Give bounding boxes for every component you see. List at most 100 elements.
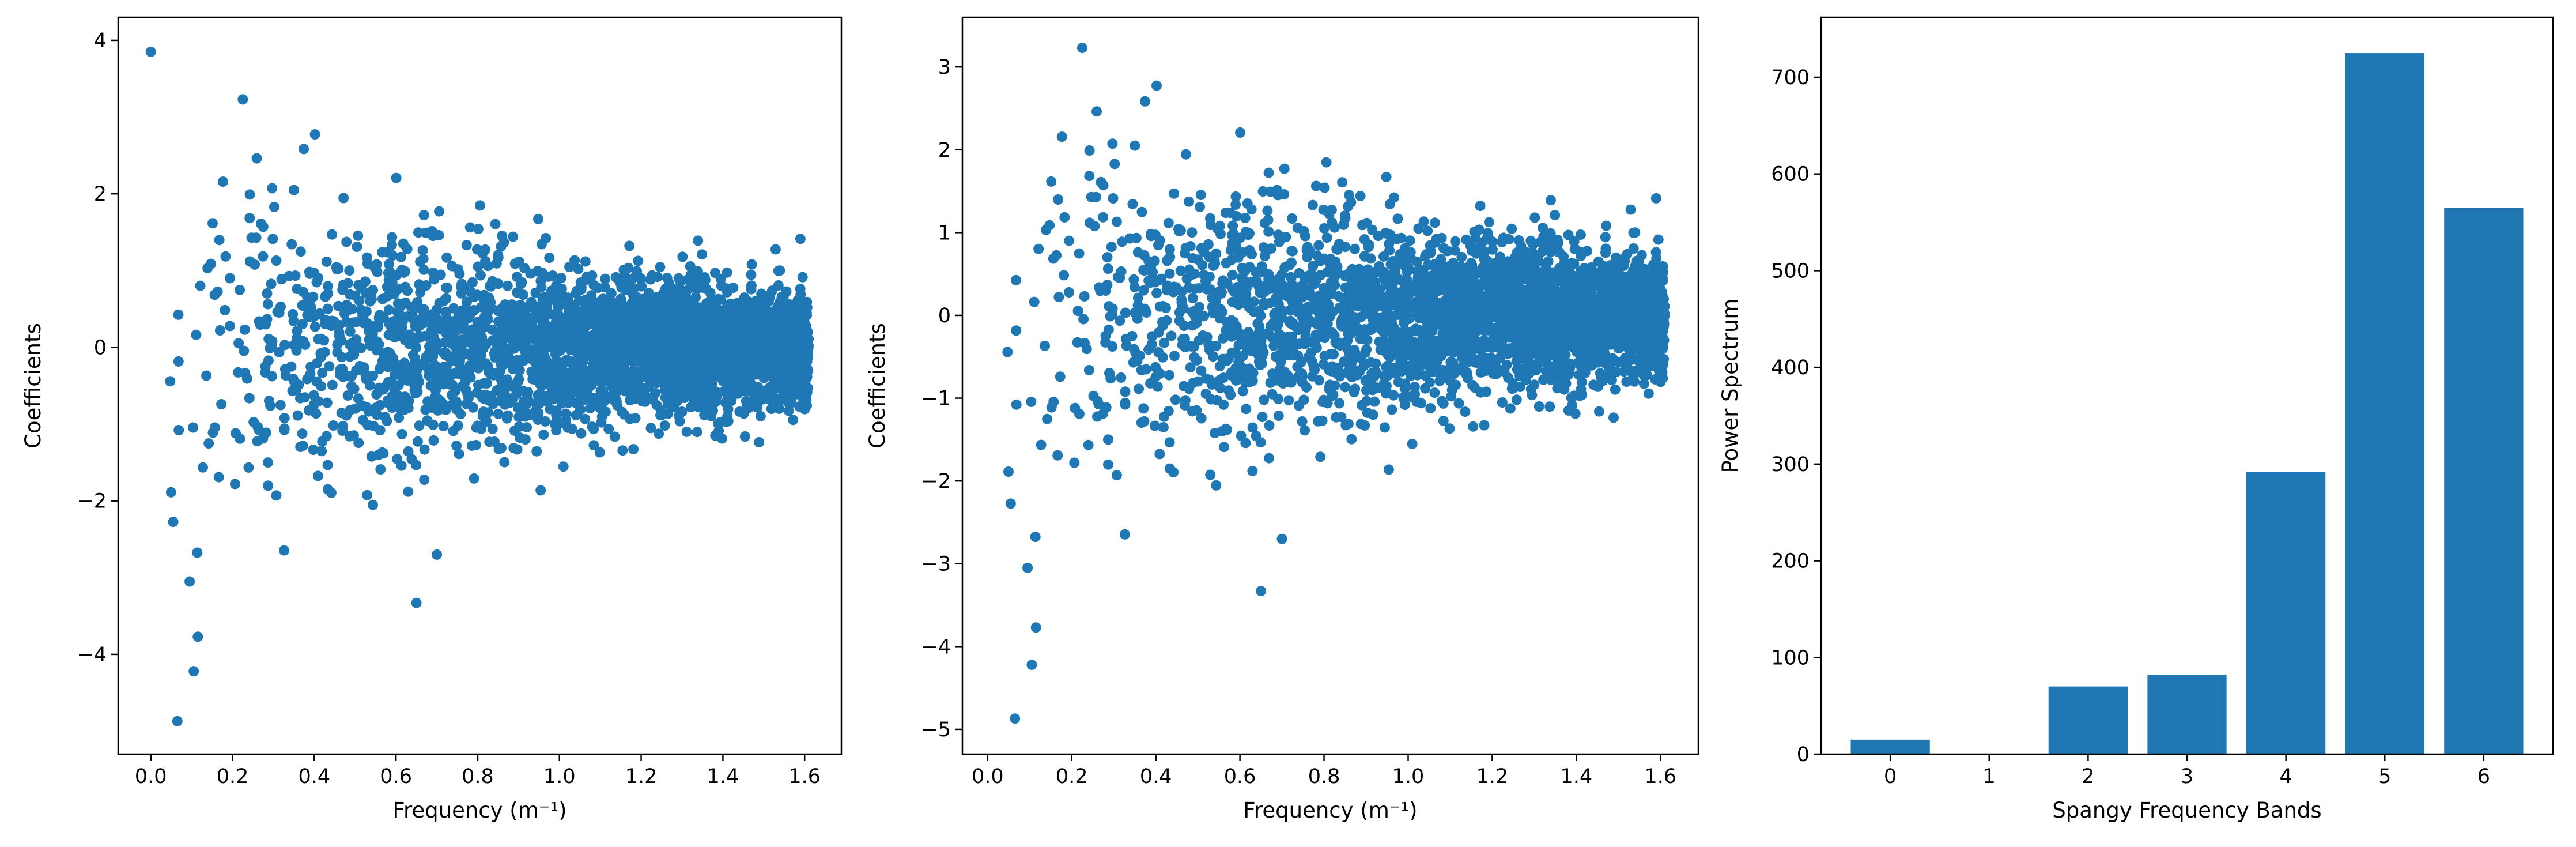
scatter-point: [522, 302, 533, 313]
scatter-point: [440, 404, 451, 415]
scatter-point: [523, 386, 534, 397]
scatter-point: [1594, 406, 1604, 417]
scatter-point: [645, 297, 656, 308]
scatter-point: [496, 359, 507, 370]
scatter-point: [688, 301, 699, 312]
scatter-point: [637, 337, 648, 348]
scatter-point: [1438, 398, 1449, 409]
scatter-point: [1287, 213, 1298, 224]
scatter-point: [279, 364, 290, 375]
scatter-point: [746, 280, 757, 291]
scatter-point: [588, 440, 599, 451]
scatter-point: [1240, 438, 1251, 449]
scatter-point: [541, 342, 552, 353]
scatter-point: [361, 374, 372, 385]
scatter-point: [191, 329, 202, 340]
scatter-point: [539, 331, 550, 342]
scatter-point: [1369, 381, 1380, 392]
scatter-point: [1267, 389, 1278, 400]
scatter-point: [552, 284, 562, 295]
scatter-point: [387, 250, 398, 261]
scatter-point: [1628, 243, 1639, 254]
scatter-point: [339, 370, 350, 381]
scatter-point: [292, 410, 303, 421]
scatter-point: [1143, 344, 1154, 355]
scatter-point: [421, 352, 432, 363]
scatter-point: [469, 473, 479, 484]
scatter-point: [1344, 190, 1354, 201]
scatter-point: [258, 433, 269, 444]
scatter-point: [1040, 340, 1050, 351]
scatter-point: [745, 331, 756, 342]
scatter-point: [1138, 403, 1149, 414]
scatter-point: [418, 253, 429, 264]
scatter-point: [691, 379, 702, 390]
scatter-point: [604, 317, 615, 327]
scatter-point: [722, 390, 733, 401]
scatter-point: [686, 368, 697, 379]
scatter-point: [309, 129, 320, 140]
scatter-point: [1107, 303, 1118, 314]
scatter-point: [362, 252, 372, 263]
scatter-point: [659, 314, 670, 325]
scatter-point: [1223, 385, 1234, 396]
scatter-point: [1449, 245, 1460, 256]
scatter-point: [396, 428, 407, 439]
scatter-point: [558, 461, 569, 472]
scatter-point: [571, 409, 581, 420]
scatter-point: [279, 545, 290, 556]
scatter-point: [473, 224, 484, 235]
scatter-point: [1084, 171, 1095, 182]
scatter-point: [220, 304, 231, 315]
scatter-point: [764, 394, 775, 405]
scatter-point: [362, 420, 373, 431]
scatter-point: [595, 322, 606, 333]
scatter-point: [461, 348, 472, 359]
scatter-point: [266, 278, 277, 289]
scatter-point: [753, 324, 764, 335]
scatter-point: [770, 244, 781, 255]
scatter-point: [486, 368, 496, 379]
scatter-point: [1176, 294, 1187, 305]
scatter-point: [1079, 291, 1090, 302]
scatter-point: [165, 376, 176, 387]
scatter-point: [480, 358, 491, 369]
scatter-point: [1056, 131, 1067, 142]
scatter-point: [652, 272, 663, 283]
scatter-point: [1321, 232, 1332, 243]
scatter-point: [674, 411, 684, 421]
scatter-point: [279, 413, 290, 424]
scatter-point: [313, 396, 324, 407]
scatter-point: [432, 339, 443, 350]
scatter-point: [586, 351, 596, 362]
scatter-point: [1513, 235, 1524, 246]
scatter-point: [610, 349, 621, 360]
scatter-point: [328, 420, 339, 431]
scatter-point: [705, 311, 716, 322]
scatter-point: [558, 331, 569, 341]
scatter-point: [1381, 171, 1392, 182]
scatter-point: [773, 344, 784, 355]
scatter-point: [1154, 449, 1165, 460]
scatter-point: [532, 390, 543, 401]
scatter-point: [356, 283, 367, 294]
scatter-point: [1220, 208, 1231, 219]
scatter-point: [699, 369, 710, 380]
scatter-point: [244, 256, 255, 267]
scatter-point: [415, 287, 426, 298]
scatter-point: [428, 435, 439, 446]
scatter-point: [499, 457, 510, 468]
scatter-point: [580, 256, 591, 267]
scatter-point: [775, 309, 786, 320]
scatter-point: [297, 428, 308, 439]
scatter-point: [619, 305, 629, 316]
scatter-point: [1210, 428, 1220, 439]
scatter-point: [322, 460, 333, 470]
scatter-point: [631, 291, 642, 302]
scatter-point: [547, 372, 558, 383]
scatter-point: [1300, 425, 1310, 436]
scatter-point: [1036, 439, 1047, 450]
scatter-point: [493, 408, 504, 419]
scatter-point: [715, 294, 726, 305]
scatter-point: [773, 280, 784, 291]
